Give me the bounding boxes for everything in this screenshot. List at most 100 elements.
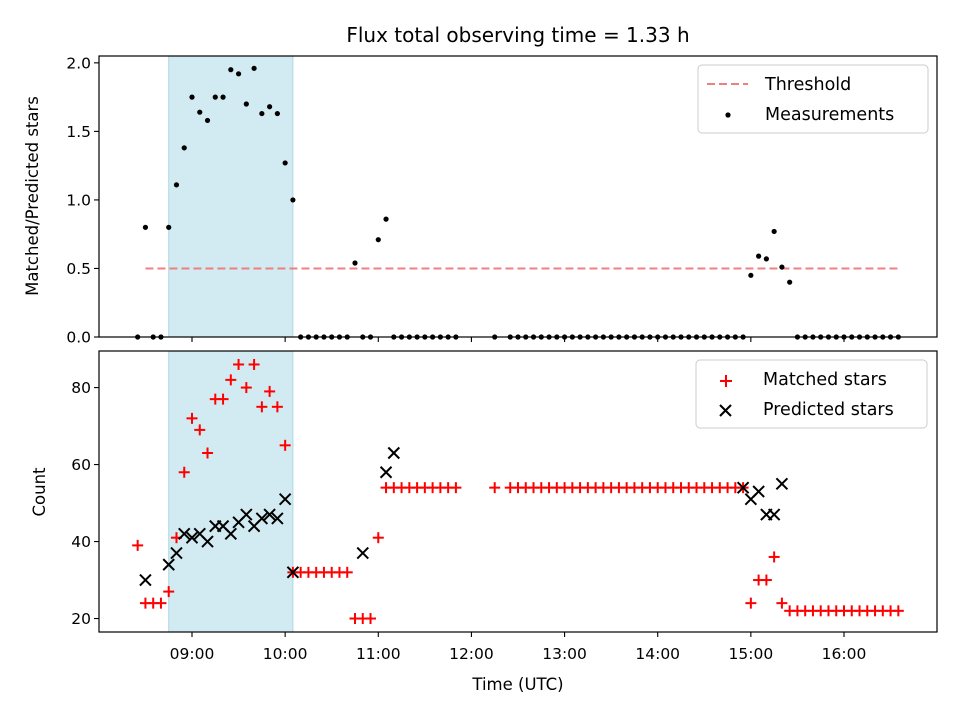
measurement-point [352,260,358,266]
matched-star-point [776,597,788,609]
measurement-point [290,197,296,203]
matched-star-point [745,597,757,609]
matched-star-point [225,374,237,386]
measurement-point [779,264,785,270]
matched-star-point [194,424,206,436]
matched-star-point [372,532,384,544]
bottom-marks [132,358,904,625]
y-tick-label: 0.0 [66,329,91,347]
measurement-point [142,224,149,230]
top-shaded-region [168,55,294,338]
x-tick-label: 16:00 [822,645,867,663]
matched-star-point [768,551,780,563]
predicted-star-point [240,508,253,521]
matched-star-point [240,382,252,394]
x-tick-label: 10:00 [263,645,308,663]
matched-star-point [365,613,377,625]
measurement-point [267,104,273,110]
y-tick-label: 60 [71,456,91,474]
y-tick-label: 2.0 [66,54,91,72]
matched-star-point [163,586,175,598]
matched-star-point [202,447,214,459]
measurement-point [756,253,762,259]
matched-star-point [186,412,198,424]
matched-star-point [271,401,283,413]
predicted-star-point [387,446,401,460]
legend-matched-swatch [720,375,732,387]
predicted-star-point [201,535,214,548]
matched-star-point [489,482,501,494]
y-tick-label: 40 [71,533,91,551]
matched-star-point [233,358,245,370]
measurement-point [189,94,195,100]
x-tick-label: 14:00 [635,645,680,663]
matched-star-point [178,466,190,478]
measurement-point [181,145,187,151]
y-tick-label: 80 [71,379,91,397]
bottom-panel: 20 40 60 80 09:00 10:00 11:00 12:00 13:00 14:00 1… [30,350,938,694]
measurement-point [259,110,265,117]
top-legend: Threshold Measurements [697,64,929,134]
predicted-star-point [278,492,292,506]
measurement-point [204,117,211,124]
predicted-star-point [286,566,300,579]
measurement-point [383,216,389,222]
y-tick-label: 0.5 [66,260,91,278]
measurement-point [251,65,257,71]
bottom-x-axis: 09:00 10:00 11:00 12:00 13:00 14:00 15:00 16:00 [170,632,867,663]
top-panel: 0.00.51.01.52.0 Matched/Predicted stars … [23,54,938,347]
measurement-point [166,224,172,230]
x-tick-label: 13:00 [542,645,587,663]
top-x-ticks [191,337,845,342]
matched-star-point [264,385,276,397]
measurement-point [220,94,226,100]
measurement-point [235,71,242,77]
y-tick-label: 1.0 [66,191,91,209]
bottom-legend-box [695,359,928,429]
bottom-y-axis-label: Count [30,467,49,517]
measurement-point [274,110,280,117]
predicted-star-point [224,527,238,541]
legend-matched-label: Matched stars [763,370,887,390]
bottom-y-axis: 20 40 60 80 [71,379,99,628]
matched-star-point [248,358,260,370]
predicted-star-point [139,573,152,587]
matched-star-point [256,401,268,413]
chart-title: Flux total observing time = 1.33 h [346,23,689,47]
legend-measurements-label: Measurements [765,105,894,125]
x-tick-label: 09:00 [170,645,215,663]
predicted-star-point [356,546,369,560]
bottom-axes-frame [98,350,938,633]
measurement-point [197,109,203,115]
predicted-star-point [271,512,284,525]
measurement-point [212,94,218,100]
measurement-point [763,256,769,262]
matched-star-point [892,605,904,617]
measurement-point [282,160,288,166]
measurement-point [228,67,234,73]
matched-star-point [155,597,167,609]
measurement-point [771,228,777,235]
legend-predicted-label: Predicted stars [763,400,894,420]
legend-measurements-swatch [725,112,731,118]
predicted-star-point [263,508,276,521]
predicted-star-point [255,512,269,525]
shaded-band [168,350,294,633]
predicted-star-point [752,485,765,498]
predicted-star-point [379,466,393,479]
matched-star-point [217,393,229,405]
predicted-star-point [767,508,781,521]
shaded-band [168,55,294,338]
predicted-star-point [162,558,175,571]
x-axis-label: Time (UTC) [471,675,563,694]
measurement-point [748,272,754,278]
top-y-axis-label: Matched/Predicted stars [23,96,42,296]
x-tick-label: 15:00 [729,645,774,663]
measurement-point [375,237,381,243]
x-tick-label: 12:00 [449,645,494,663]
y-tick-label: 20 [71,610,91,628]
top-y-axis: 0.0 0.5 1.0 1.5 2.0 [66,54,99,347]
predicted-star-point [170,546,183,560]
legend-predicted-swatch [719,404,732,417]
